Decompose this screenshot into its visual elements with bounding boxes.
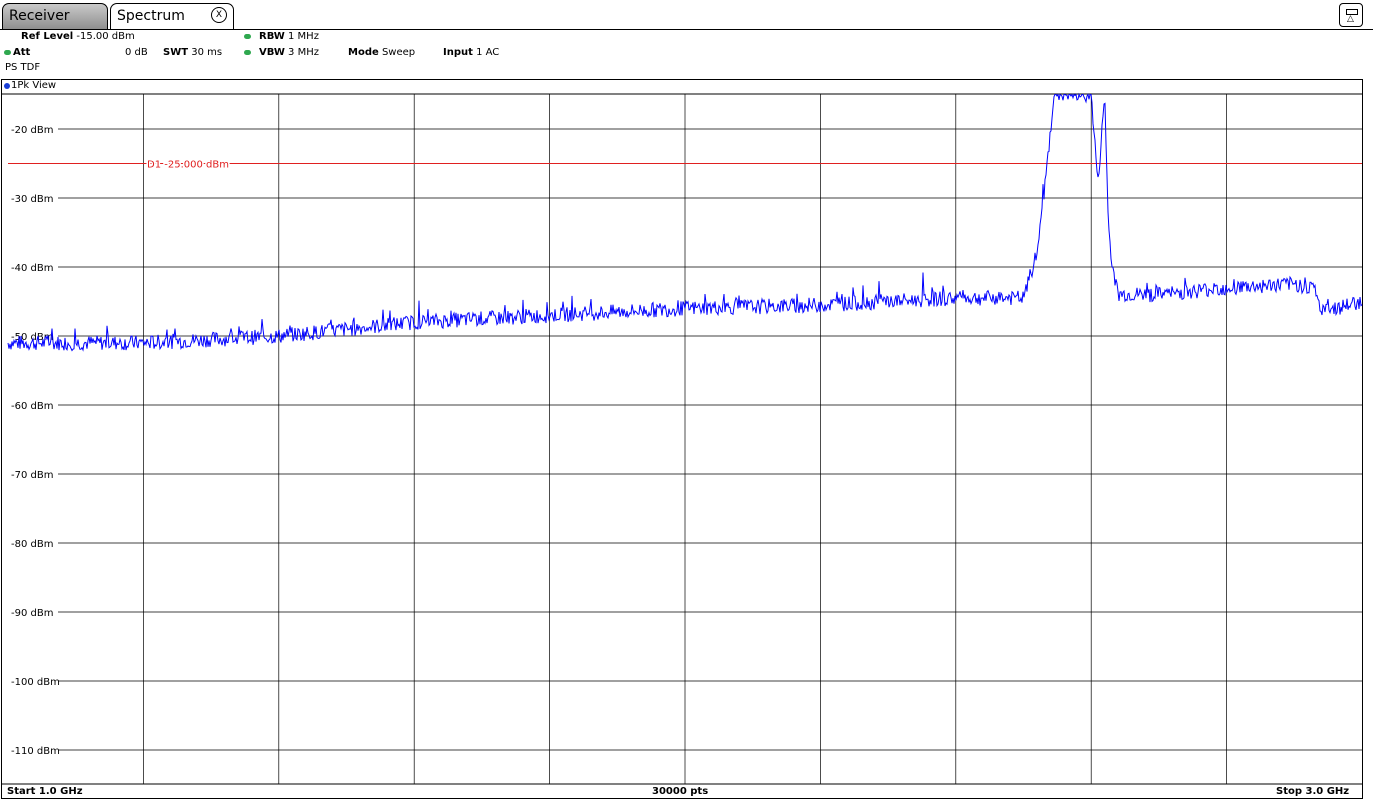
rbw-status-led bbox=[244, 34, 251, 39]
triangle-icon: △ bbox=[1347, 14, 1354, 24]
tab-receiver[interactable]: Receiver bbox=[2, 3, 108, 29]
rbw-label: RBW bbox=[259, 31, 285, 42]
window-layout-button[interactable]: △ bbox=[1339, 3, 1363, 27]
mode-param[interactable]: Mode Sweep bbox=[348, 47, 415, 59]
input-label: Input bbox=[443, 47, 473, 58]
att-value: 0 dB bbox=[125, 47, 148, 58]
swt-label: SWT bbox=[163, 47, 189, 58]
swt-value: 30 ms bbox=[191, 47, 223, 58]
ref-level-label: Ref Level bbox=[21, 31, 74, 42]
tab-receiver-label: Receiver bbox=[9, 8, 70, 24]
tab-spectrum[interactable]: Spectrum X bbox=[110, 3, 234, 30]
rbw-value: 1 MHz bbox=[288, 31, 319, 42]
vbw-label: VBW bbox=[259, 47, 285, 58]
att-param[interactable]: Att bbox=[13, 47, 30, 59]
vbw-param[interactable]: VBW 3 MHz bbox=[259, 47, 319, 59]
rbw-param[interactable]: RBW 1 MHz bbox=[259, 31, 319, 43]
ref-level-value: -15.00 dBm bbox=[76, 31, 135, 42]
tab-bar: Receiver Spectrum X △ bbox=[0, 0, 1373, 30]
att-label: Att bbox=[13, 47, 31, 58]
input-param[interactable]: Input 1 AC bbox=[443, 47, 499, 59]
att-status-led bbox=[4, 50, 11, 55]
sweep-points: 30000 pts bbox=[652, 786, 709, 797]
ref-level-param[interactable]: Ref Level -15.00 dBm bbox=[21, 31, 135, 43]
mode-label: Mode bbox=[348, 47, 379, 58]
start-frequency: Start 1.0 GHz bbox=[7, 786, 83, 797]
ps-tdf-label: PS TDF bbox=[5, 62, 41, 73]
layout-icon bbox=[1346, 9, 1358, 15]
vbw-status-led bbox=[244, 50, 251, 55]
vbw-value: 3 MHz bbox=[288, 47, 319, 58]
mode-value: Sweep bbox=[381, 47, 416, 58]
close-icon[interactable]: X bbox=[211, 7, 227, 23]
spectrum-diagram[interactable] bbox=[1, 79, 1363, 799]
trace-indicator-icon bbox=[4, 83, 10, 89]
swt-param[interactable]: SWT 30 ms bbox=[163, 47, 222, 59]
input-value: 1 AC bbox=[476, 47, 500, 58]
view-label: 1Pk View bbox=[11, 80, 57, 91]
stop-frequency: Stop 3.0 GHz bbox=[1276, 786, 1350, 797]
tab-divider bbox=[0, 29, 1373, 30]
tab-spectrum-label: Spectrum bbox=[117, 8, 185, 24]
